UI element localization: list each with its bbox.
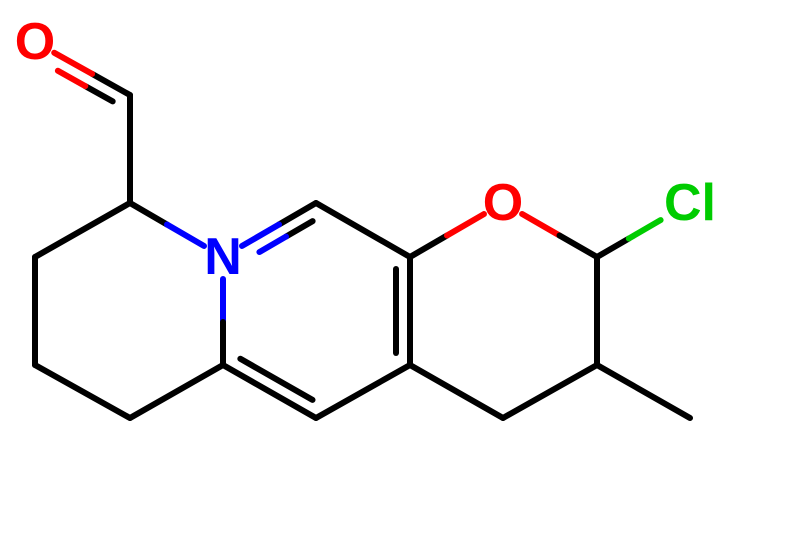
bond — [629, 220, 661, 238]
bond — [35, 365, 130, 418]
atom-label-o: O — [483, 174, 523, 232]
bond — [447, 214, 484, 235]
bond — [316, 365, 410, 418]
bond — [167, 224, 204, 245]
bond — [259, 237, 286, 252]
atom-label-o: O — [15, 13, 55, 71]
atom-label-n: N — [204, 228, 242, 286]
bond — [410, 365, 503, 418]
bond — [597, 365, 690, 418]
bond — [316, 203, 410, 257]
atom-label-cl: Cl — [664, 174, 716, 232]
bond — [130, 203, 167, 224]
molecule-canvas: N O O Cl — [0, 0, 790, 542]
bond — [597, 239, 629, 257]
bond — [35, 203, 130, 257]
bond — [522, 214, 559, 236]
bond — [85, 86, 112, 101]
bond — [130, 365, 223, 418]
bond — [560, 235, 597, 257]
bond — [58, 71, 85, 86]
bond — [410, 236, 447, 257]
bond — [286, 221, 313, 236]
bond — [503, 365, 597, 418]
